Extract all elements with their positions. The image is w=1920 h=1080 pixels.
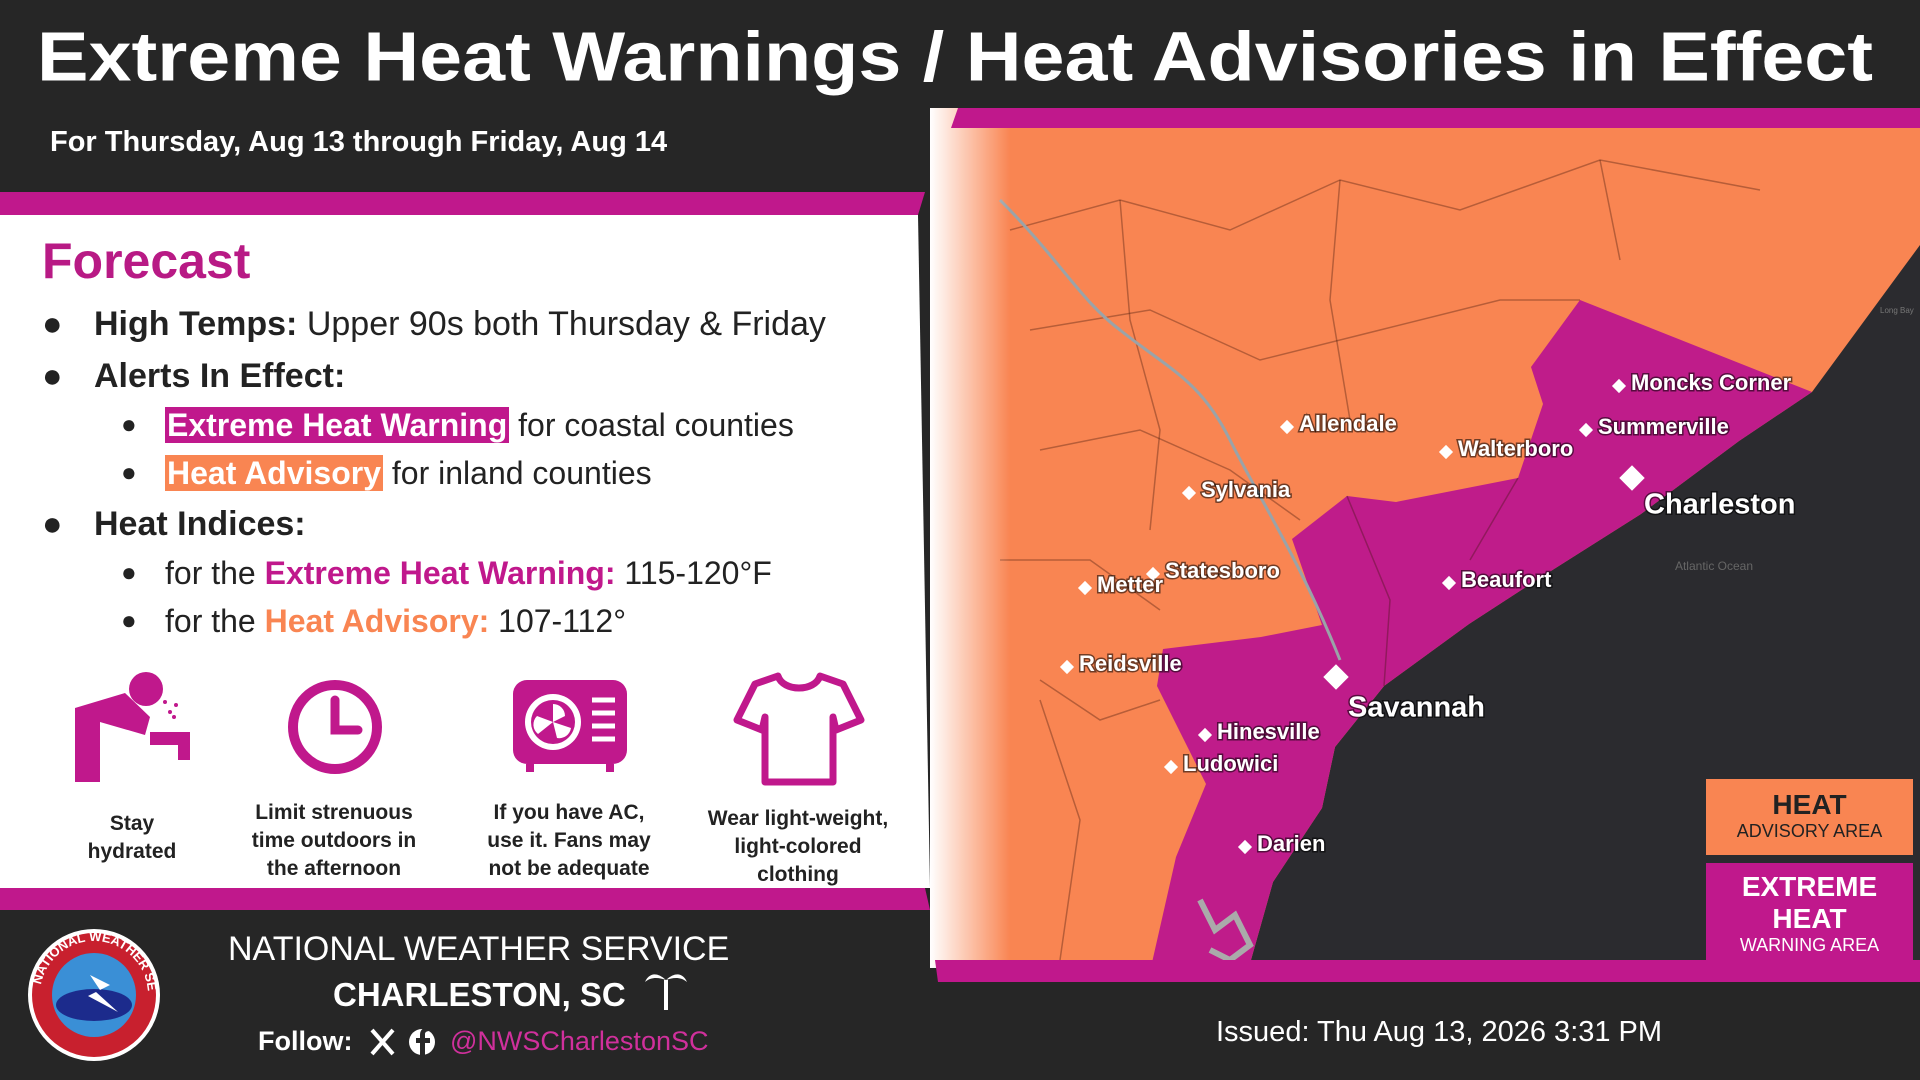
city-label: Ludowici xyxy=(1183,751,1278,776)
index-item: ● for the Heat Advisory: 107-112° xyxy=(121,603,627,640)
city-label: Beaufort xyxy=(1461,567,1552,592)
city-label: Summerville xyxy=(1598,414,1729,439)
icon-hydrate xyxy=(75,672,190,782)
text: 107-112° xyxy=(498,603,627,639)
marsh xyxy=(1197,898,1254,964)
city-marker xyxy=(1163,759,1179,775)
city-marker xyxy=(1441,575,1457,591)
x-icon xyxy=(370,1028,395,1056)
bullet: ● xyxy=(121,557,137,587)
map-top-stripe xyxy=(951,108,1920,128)
subtitle: For Thursday, Aug 13 through Friday, Aug… xyxy=(50,126,668,158)
follow-label: Follow: xyxy=(258,1026,353,1056)
forecast-panel xyxy=(0,215,930,888)
city-marker xyxy=(1059,659,1075,675)
tip: If you have AC, use it. Fans may not be … xyxy=(487,801,651,880)
bullet-high-temps: ● High Temps: Upper 90s both Thursday & F… xyxy=(42,305,826,344)
city-layer: Moncks Corner Summerville Charleston Allend… xyxy=(1059,306,1914,857)
ocean-label: Atlantic Ocean xyxy=(1675,559,1753,573)
legend-subtitle: WARNING AREA xyxy=(1739,935,1880,955)
city-marker xyxy=(1578,422,1594,438)
city-marker xyxy=(1181,485,1197,501)
city-marker xyxy=(1611,378,1627,394)
tip: Wear light-weight, light-colored clothin… xyxy=(707,807,889,886)
bullet: ● xyxy=(121,457,137,487)
alert-item: ● Heat Advisory for inland counties xyxy=(121,455,652,492)
map-bottom-stripe xyxy=(935,960,1920,982)
bullet-alerts: ● Alerts In Effect: xyxy=(42,357,346,396)
issued: Issued: Thu Aug 13, 2026 3:31 PM xyxy=(1216,1016,1663,1048)
title: Extreme Heat Warnings / Heat Advisories … xyxy=(37,17,1873,95)
social-handle: @NWSCharlestonSC xyxy=(450,1026,709,1056)
bullet: ● xyxy=(42,505,63,543)
legend-subtitle: ADVISORY AREA xyxy=(1736,821,1883,841)
prefix: for the xyxy=(165,603,256,639)
icon-clock xyxy=(288,680,382,774)
warning-area xyxy=(1151,300,1812,967)
tip: Limit strenuous time outdoors in the aft… xyxy=(251,801,417,880)
bullet: ● xyxy=(42,357,63,395)
panel-top-stripe xyxy=(0,192,925,215)
city-label: Charleston xyxy=(1644,489,1795,521)
text: Upper 90s both Thursday & Friday xyxy=(306,305,826,343)
icon-shirt xyxy=(733,672,865,786)
advisory-tag: Heat Advisory: xyxy=(264,603,490,639)
city-marker xyxy=(1077,580,1093,596)
palmetto-icon xyxy=(645,974,687,1010)
warning-tag: Extreme Heat Warning xyxy=(165,407,510,443)
text: for inland counties xyxy=(391,455,652,491)
text: for coastal counties xyxy=(518,407,794,443)
river xyxy=(998,198,1342,661)
city-label: Savannah xyxy=(1348,692,1485,724)
city-marker xyxy=(1438,444,1454,460)
label: Heat Indices: xyxy=(94,505,306,543)
county-lines xyxy=(1000,159,1761,961)
panel-bottom-stripe xyxy=(0,888,930,910)
legend-advisory: HEAT ADVISORY AREA xyxy=(1706,779,1913,855)
bullet: ● xyxy=(42,305,63,343)
city-label: Sylvania xyxy=(1201,477,1291,502)
facebook-icon xyxy=(409,1027,435,1055)
forecast-heading: Forecast xyxy=(42,233,251,289)
tip: Stay hydrated xyxy=(87,812,177,863)
map-fade xyxy=(930,108,1010,968)
legend-title: EXTREME HEAT xyxy=(1741,871,1878,934)
city-marker xyxy=(1279,419,1295,435)
index-item: ● for the Extreme Heat Warning: 115-120°F xyxy=(121,555,772,592)
advisory-tag: Heat Advisory xyxy=(165,455,383,491)
legend-warning: EXTREME HEAT WARNING AREA xyxy=(1706,863,1913,964)
text: 115-120°F xyxy=(624,555,772,591)
map xyxy=(930,108,1920,968)
label: Alerts In Effect: xyxy=(94,357,346,395)
icon-ac xyxy=(513,680,627,772)
bullet: ● xyxy=(121,409,137,439)
city-label: Allendale xyxy=(1299,411,1397,436)
alert-item: ● Extreme Heat Warning for coastal counti… xyxy=(121,407,794,444)
city-label: Hinesville xyxy=(1217,719,1320,744)
city-label: Statesboro xyxy=(1165,558,1280,583)
bullet: ● xyxy=(121,605,137,635)
city-marker xyxy=(1237,839,1253,855)
warning-tag: Extreme Heat Warning: xyxy=(264,555,616,591)
city-label: Reidsville xyxy=(1079,651,1182,676)
office: CHARLESTON, SC xyxy=(333,976,626,1013)
city-label: Walterboro xyxy=(1458,436,1573,461)
city-marker xyxy=(1145,566,1161,582)
agency: NATIONAL WEATHER SERVICE xyxy=(228,930,730,968)
city-label: Metter xyxy=(1097,572,1163,597)
legend-title: HEAT xyxy=(1772,789,1847,820)
bay-label: Long Bay xyxy=(1880,306,1914,315)
bullet-indices: ● Heat Indices: xyxy=(42,505,306,544)
prefix: for the xyxy=(165,555,256,591)
city-label: Moncks Corner xyxy=(1631,370,1792,395)
city-marker xyxy=(1197,727,1213,743)
city-label: Darien xyxy=(1257,831,1325,856)
label: High Temps: xyxy=(94,305,298,343)
